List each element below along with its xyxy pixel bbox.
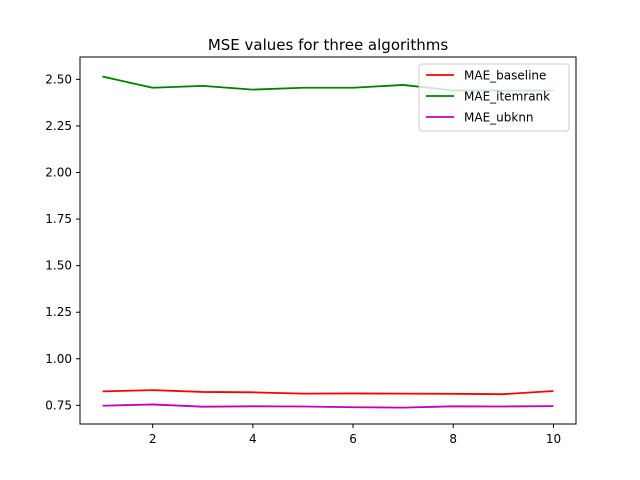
legend-box bbox=[418, 63, 570, 132]
x-tick-label: 4 bbox=[249, 432, 257, 446]
y-tick-label: 1.00 bbox=[45, 352, 72, 366]
y-tick-label: 2.50 bbox=[45, 72, 72, 86]
y-tick-label: 2.00 bbox=[45, 166, 72, 180]
y-tick-label: 1.25 bbox=[45, 305, 72, 319]
chart-title: MSE values for three algorithms bbox=[208, 36, 449, 54]
x-axis: 2 4 6 8 10 bbox=[149, 424, 561, 446]
legend: MAE_baseline MAE_itemrank MAE_ubknn bbox=[418, 63, 570, 132]
x-tick-label: 10 bbox=[546, 432, 561, 446]
series-line-mae-ubknn bbox=[102, 403, 554, 409]
legend-label-mae-ubknn: MAE_ubknn bbox=[464, 111, 534, 125]
x-tick-label: 2 bbox=[149, 432, 157, 446]
x-tick-label: 8 bbox=[449, 432, 457, 446]
legend-label-mae-itemrank: MAE_itemrank bbox=[464, 90, 550, 104]
y-tick-label: 2.25 bbox=[45, 119, 72, 133]
x-tick-label: 6 bbox=[349, 432, 357, 446]
y-axis: 0.75 1.00 1.25 1.50 1.75 2.00 2.25 2.50 bbox=[45, 72, 80, 412]
series-line-mae-baseline bbox=[102, 389, 554, 396]
legend-label-mae-baseline: MAE_baseline bbox=[464, 69, 546, 83]
y-tick-label: 0.75 bbox=[45, 398, 72, 412]
y-tick-label: 1.50 bbox=[45, 259, 72, 273]
y-tick-label: 1.75 bbox=[45, 212, 72, 226]
plot-frame bbox=[79, 56, 577, 425]
